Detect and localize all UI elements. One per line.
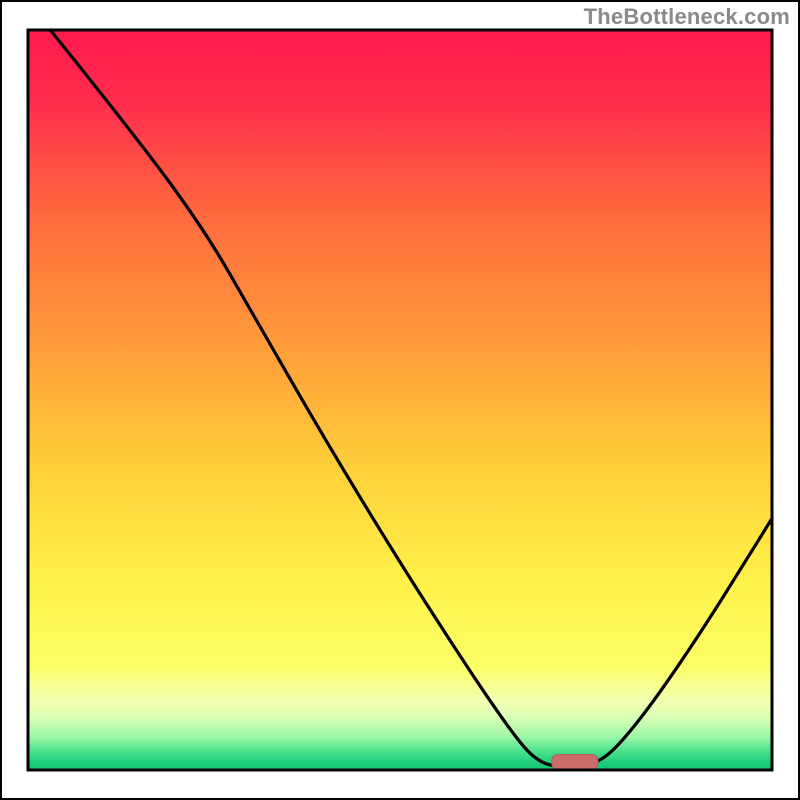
watermark-text: TheBottleneck.com (584, 4, 790, 30)
bottleneck-chart (0, 0, 800, 800)
chart-frame: TheBottleneck.com (0, 0, 800, 800)
